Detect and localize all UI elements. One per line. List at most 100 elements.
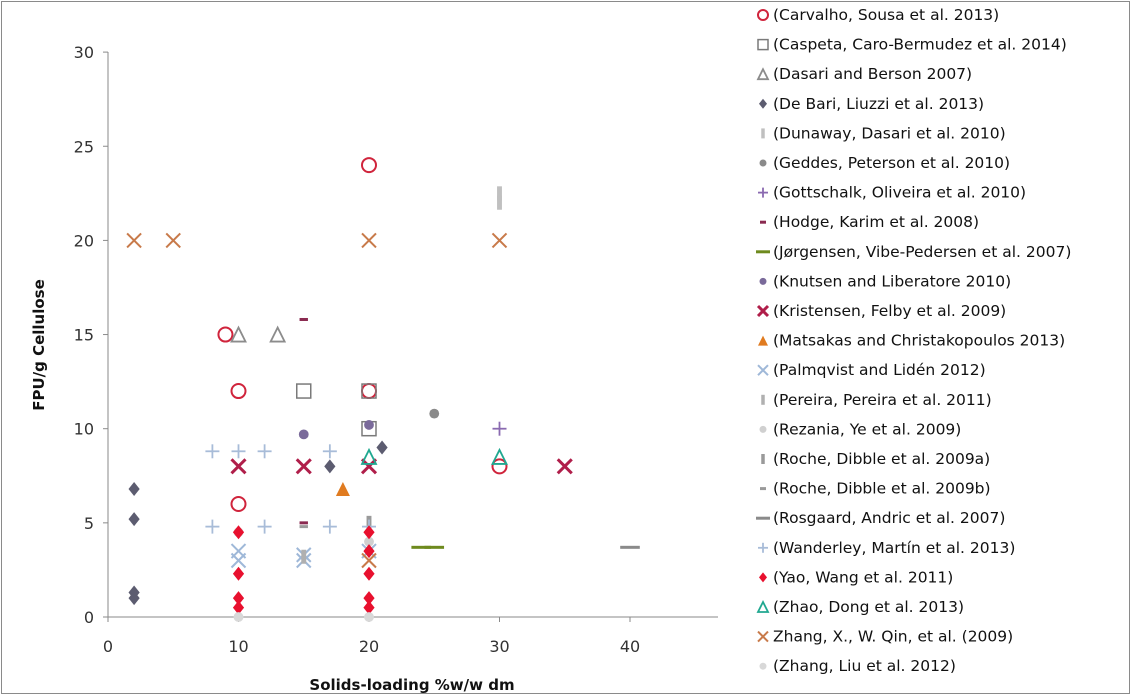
data-point (491, 458, 508, 475)
legend-item: (Caspeta, Caro-Bermudez et al. 2014) (757, 36, 1067, 54)
legend-label: (Zhang, Liu et al. 2012) (773, 657, 956, 675)
legend-marker (756, 304, 770, 318)
y-tick-label: 0 (84, 608, 94, 627)
data-point (360, 447, 378, 465)
legend-label: (De Bari, Liuzzi et al. 2013) (773, 95, 984, 113)
legend-label: (Palmqvist and Lidén 2012) (773, 361, 986, 379)
data-point (230, 458, 247, 475)
data-point (298, 429, 309, 440)
legend-label: (Yao, Wang et al. 2011) (773, 568, 953, 586)
legend-label: (Gottschalk, Oliveira et al. 2010) (773, 184, 1026, 202)
legend-item: (Dunaway, Dasari et al. 2010) (761, 124, 1006, 142)
y-tick-label: 10 (74, 420, 94, 439)
legend-marker (758, 542, 768, 553)
legend-marker (759, 572, 767, 583)
x-ticks: 0 10 20 30 40 (103, 617, 640, 656)
legend-marker (759, 277, 767, 285)
plot-marks (126, 157, 640, 622)
data-point (324, 459, 336, 474)
data-point (233, 612, 244, 622)
data-point (299, 525, 308, 529)
legend-item: (Yao, Wang et al. 2011) (759, 568, 953, 586)
data-point (361, 232, 377, 249)
legend-item: (Knutsen and Liberatore 2010) (759, 272, 1011, 290)
legend-marker (757, 364, 769, 376)
data-point (376, 440, 388, 455)
data-point (232, 525, 245, 540)
data-point (295, 458, 312, 475)
x-axis-title: Solids-loading %w/w dm (309, 676, 514, 694)
legend-item: (Hodge, Karim et al. 2008) (760, 213, 979, 231)
data-point (363, 566, 375, 581)
legend-label: (Kristensen, Felby et al. 2009) (773, 302, 1006, 320)
legend-marker (759, 425, 767, 433)
legend-marker (756, 599, 770, 613)
legend-marker (759, 662, 767, 670)
data-point (232, 566, 245, 581)
data-point (128, 512, 140, 527)
data-point (232, 591, 245, 606)
data-point (497, 195, 502, 210)
y-tick-label: 25 (74, 137, 94, 156)
data-point (230, 552, 247, 569)
data-point (429, 408, 440, 419)
legend-item: (Dasari and Berson 2007) (756, 65, 972, 83)
data-point (424, 545, 445, 549)
legend-marker (756, 67, 770, 81)
y-tick-label: 30 (74, 43, 94, 62)
data-point (360, 458, 378, 475)
x-tick-label: 10 (228, 637, 248, 656)
legend-label: (Zhao, Dong et al. 2013) (773, 598, 964, 616)
data-point (363, 591, 375, 606)
legend-label: (Dunaway, Dasari et al. 2010) (773, 124, 1006, 142)
data-point (205, 444, 220, 459)
legend-item: (Zhang, Liu et al. 2012) (759, 657, 956, 675)
legend-marker (760, 487, 766, 491)
data-point (269, 325, 287, 343)
legend-marker (759, 159, 767, 167)
legend-label: Zhang, X., W. Qin, et al. (2009) (773, 628, 1013, 646)
data-point (491, 232, 508, 249)
legend-marker (756, 250, 770, 254)
legend-label: (Jørgensen, Vibe-Pedersen et al. 2007) (773, 243, 1071, 261)
data-point (322, 444, 337, 459)
legend-marker (761, 394, 765, 405)
data-point (364, 536, 374, 547)
legend-marker (760, 220, 766, 224)
data-point (232, 600, 245, 615)
data-point (128, 481, 140, 496)
legend-label: (Hodge, Karim et al. 2008) (773, 213, 979, 231)
legend-label: (Matsakas and Christakopoulos 2013) (773, 332, 1065, 350)
data-point (361, 157, 377, 174)
legend-marker (758, 335, 768, 346)
legend-label: (Wanderley, Martín et al. 2013) (773, 539, 1015, 557)
data-point (257, 519, 272, 534)
legend-marker (757, 630, 769, 643)
legend-label: (Dasari and Berson 2007) (773, 65, 972, 83)
data-point (492, 421, 507, 436)
data-point (620, 545, 640, 549)
legend-item: (Pereira, Pereira et al. 2011) (761, 391, 992, 409)
legend-marker (759, 98, 767, 109)
legend-label: (Rosgaard, Andric et al. 2007) (773, 509, 1005, 527)
legend-item: (Kristensen, Felby et al. 2009) (756, 302, 1006, 320)
data-point (363, 544, 375, 559)
data-point (231, 444, 246, 459)
legend-marker (756, 516, 770, 520)
data-point (335, 481, 350, 496)
legend-label: (Geddes, Peterson et al. 2010) (773, 154, 1010, 172)
data-point (128, 591, 140, 606)
legend-item: Zhang, X., W. Qin, et al. (2009) (757, 628, 1013, 646)
legend-marker (757, 38, 769, 51)
data-point (230, 496, 247, 513)
legend-item: (Zhao, Dong et al. 2013) (756, 598, 964, 616)
legend-item: (Roche, Dibble et al. 2009b) (760, 480, 991, 498)
legend-label: (Carvalho, Sousa et al. 2013) (773, 6, 999, 24)
data-point (556, 458, 573, 475)
legend-label: (Roche, Dibble et al. 2009a) (773, 450, 990, 468)
data-point (217, 326, 234, 343)
legend-label: (Roche, Dibble et al. 2009b) (773, 480, 991, 498)
legend-item: (Matsakas and Christakopoulos 2013) (758, 332, 1065, 350)
x-tick-label: 20 (359, 637, 379, 656)
